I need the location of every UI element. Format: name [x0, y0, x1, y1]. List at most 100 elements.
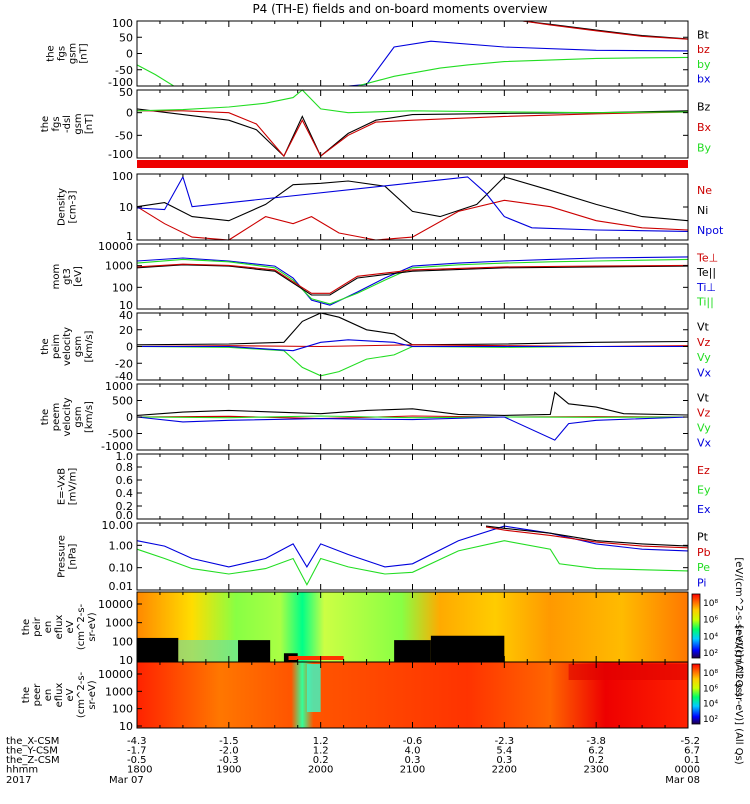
peim-velocity-series-Vt	[136, 312, 689, 346]
pressure-ytick-label: 1.00	[109, 539, 134, 552]
density-legend-Ni: Ni	[697, 204, 708, 217]
fgs-dsl-ytick-label: 50	[119, 86, 133, 99]
fgs-legend-by: by	[697, 58, 711, 71]
mom-temp-ylabel: momgt3[eV]	[51, 264, 84, 290]
xaxis-value: -5.2	[680, 736, 700, 747]
peem-velocity-ytick-label: 0	[126, 411, 133, 424]
efield-legend-Ey: Ey	[697, 484, 711, 497]
peem-velocity-legend-Vz: Vz	[697, 407, 711, 420]
density-series-Npot	[136, 175, 689, 232]
pressure-ylabel: Pressure[nPa]	[57, 535, 79, 578]
xaxis-value: -0.6	[403, 736, 423, 747]
peer-en-eflux-colorbar-tick: 10⁴	[703, 700, 718, 710]
spectrogram-band	[288, 656, 344, 660]
spectrogram-band	[568, 664, 688, 680]
pressure-series-Pt	[485, 525, 689, 547]
fgs-dsl-ytick-label: -100	[108, 148, 133, 161]
plot-title: P4 (TH-E) fields and on-board moments ov…	[252, 2, 547, 16]
pressure-series-Pe	[136, 540, 689, 586]
xaxis-value: 6.2	[588, 746, 604, 757]
mom-temp-legend-Te⊥: Te⊥	[696, 251, 718, 264]
spectrogram-gap	[430, 635, 505, 662]
efield-ytick-label: 0.8	[116, 461, 134, 474]
efield-legend-Ez: Ez	[697, 464, 710, 477]
density-series-Ni	[136, 176, 689, 222]
efield-ytick-label: 0.6	[116, 474, 134, 487]
fgs-ytick-label: -50	[115, 64, 133, 77]
xaxis-value: 0000	[675, 765, 700, 776]
fgs-ytick-label: -100	[108, 76, 133, 89]
peer-en-eflux-colorbar-tick: 10²	[703, 715, 718, 725]
peir-en-eflux-colorbar-tick: 10⁶	[703, 616, 718, 626]
peir-en-eflux-colorbar-tick: 10⁴	[703, 632, 718, 642]
pressure-ytick-label: 10.00	[102, 519, 134, 532]
xaxis-value: 1800	[127, 765, 152, 776]
density-ylabel: Density[cm-3]	[57, 188, 79, 226]
mom-temp-series-Ti⊥	[136, 256, 689, 306]
peer-en-eflux-ytick-label: 10000	[98, 668, 133, 681]
fgs-ytick-label: 50	[119, 31, 133, 44]
peem-velocity-ytick-label: 1000	[105, 380, 133, 393]
pressure-legend-Pe: Pe	[697, 561, 710, 574]
xaxis-value: 2300	[583, 765, 608, 776]
xaxis-value: -4.3	[127, 736, 147, 747]
xaxis-value: -2.0	[219, 746, 239, 757]
peir-en-eflux-colorbar-label: [eV/(cm^2-s-sr-eV)] (All Qs)	[733, 557, 744, 696]
peem-velocity-legend-Vx: Vx	[697, 437, 712, 450]
spectrogram-gap	[394, 640, 431, 662]
xaxis-value: -1.7	[127, 746, 147, 757]
spectrogram-band	[178, 640, 239, 662]
peem-velocity-series-Vz	[136, 415, 689, 420]
peim-velocity-ylabel: thepeimvelocitygsm[km/s]	[40, 327, 95, 366]
fgs-dsl-ylabel: thefgs-dslgsm[nT]	[40, 113, 95, 134]
peem-velocity-ylabel: thepeemvelocitygsm[km/s]	[40, 397, 95, 436]
density-legend-Npot: Npot	[697, 224, 724, 237]
mom-temp-series-Te⊥	[136, 263, 689, 294]
efield-ytick-label: 0.4	[116, 487, 134, 500]
fgs-dsl-panel	[136, 89, 689, 159]
xaxis-value: 0.1	[684, 755, 700, 766]
peem-velocity-ytick-label: -1000	[101, 440, 133, 453]
fgs-dsl-ytick-label: -50	[115, 129, 133, 142]
efield-ytick-label: 0.0	[116, 509, 134, 522]
xaxis-value: 1.2	[313, 736, 329, 747]
peim-velocity-legend-Vz: Vz	[697, 336, 711, 349]
peir-en-eflux-colorbar-tick: 10⁸	[703, 599, 718, 609]
peem-velocity-legend-Vt: Vt	[697, 392, 710, 405]
peir-en-eflux-colorbar-tick: 10²	[703, 649, 718, 659]
xaxis-value: 2000	[308, 765, 333, 776]
efield-legend-Ex: Ex	[697, 503, 711, 516]
peer-en-eflux-ytick-label: 10	[119, 720, 133, 733]
pressure-legend-Pi: Pi	[697, 576, 706, 589]
density-ytick-label: 10	[119, 201, 133, 214]
mom-temp-ytick-label: 100	[112, 281, 133, 294]
peim-velocity-ytick-label: 0	[126, 341, 133, 354]
peir-en-eflux-ytick-label: 10	[119, 654, 133, 667]
spectrogram-gap	[137, 637, 179, 662]
xaxis-value: -0.3	[219, 755, 239, 766]
fgs-series-bz	[522, 20, 689, 40]
fgs-dsl-ytick-label: 0	[126, 107, 133, 120]
xaxis-row-label: hhmm	[6, 765, 38, 776]
density-ytick-label: 1	[126, 230, 133, 243]
xaxis-row-label: the_Z-CSM	[6, 755, 60, 766]
peim-velocity-ytick-label: 40	[119, 309, 133, 322]
xaxis-year: 2017	[6, 775, 31, 786]
peim-velocity-ytick-label: -20	[115, 357, 133, 370]
xaxis-value: -0.5	[127, 755, 147, 766]
peer-en-eflux-colorbar-label: [eV/(cm^2-s-sr-eV)] (All Qs)	[733, 625, 744, 764]
efield-ytick-label: 1.0	[116, 450, 134, 463]
fgs-series-by	[136, 56, 689, 87]
peem-velocity-legend-Vy: Vy	[697, 422, 711, 435]
mom-temp-series-Te||	[136, 264, 689, 296]
fgs-ytick-label: 0	[126, 48, 133, 61]
peer-en-eflux-colorbar-tick: 10⁶	[703, 684, 718, 694]
peir-en-eflux-colorbar	[691, 593, 701, 659]
efield-ytick-label: 0.2	[116, 500, 134, 513]
fgs-dsl-series-Bx	[137, 110, 689, 158]
peer-en-eflux-ytick-label: 100	[112, 703, 133, 716]
mom-temp-legend-Ti||: Ti||	[696, 296, 714, 309]
xaxis-value: 0.3	[405, 755, 421, 766]
